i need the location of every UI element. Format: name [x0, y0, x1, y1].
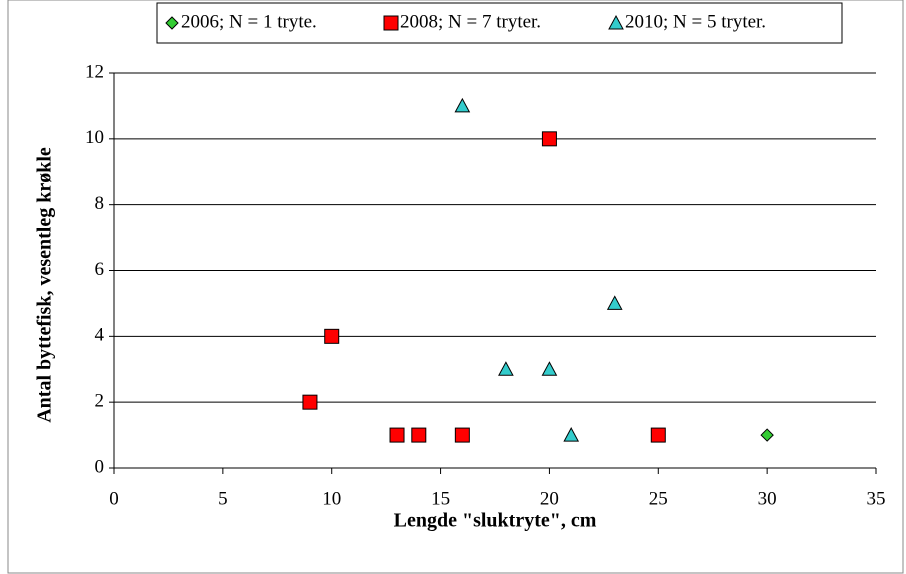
frame	[7, 0, 904, 574]
legend-box	[156, 2, 843, 44]
y-axis-title: Antal byttefisk, vesentleg krøkle	[34, 147, 56, 423]
legend-label: 2006; N = 1 tryte.	[181, 11, 317, 32]
legend-marker	[165, 16, 179, 30]
x-tick-label: 20	[540, 488, 559, 509]
x-tick-label: 25	[649, 488, 668, 509]
point	[650, 427, 666, 443]
y-tick-label: 12	[85, 61, 104, 82]
y-tick-label: 10	[85, 127, 104, 148]
x-tick-label: 0	[109, 488, 119, 509]
legend-marker	[383, 15, 399, 31]
legend-marker	[608, 14, 624, 30]
legend-label: 2008; N = 7 tryter.	[400, 11, 541, 32]
x-axis-title: Lengde "sluktryte", cm	[394, 510, 597, 532]
point	[563, 427, 580, 442]
point	[541, 131, 557, 147]
x-tick-label: 10	[322, 488, 341, 509]
point	[389, 427, 405, 443]
x-tick-label: 30	[758, 488, 777, 509]
point	[454, 97, 471, 113]
point	[606, 295, 623, 310]
y-tick-label: 2	[95, 391, 105, 412]
point	[454, 427, 470, 443]
point	[498, 361, 514, 376]
legend-label: 2010; N = 5 tryter.	[625, 11, 766, 32]
point	[760, 428, 774, 442]
point	[324, 328, 340, 344]
y-tick-label: 0	[95, 456, 105, 477]
y-tick-label: 4	[95, 325, 105, 346]
x-tick-label: 15	[431, 488, 450, 509]
x-tick-label: 35	[867, 488, 886, 509]
y-tick-label: 6	[95, 259, 105, 280]
point	[541, 361, 558, 376]
y-tick-label: 8	[95, 193, 105, 214]
point	[302, 394, 318, 410]
x-tick-label: 5	[218, 488, 228, 509]
point	[411, 427, 427, 443]
